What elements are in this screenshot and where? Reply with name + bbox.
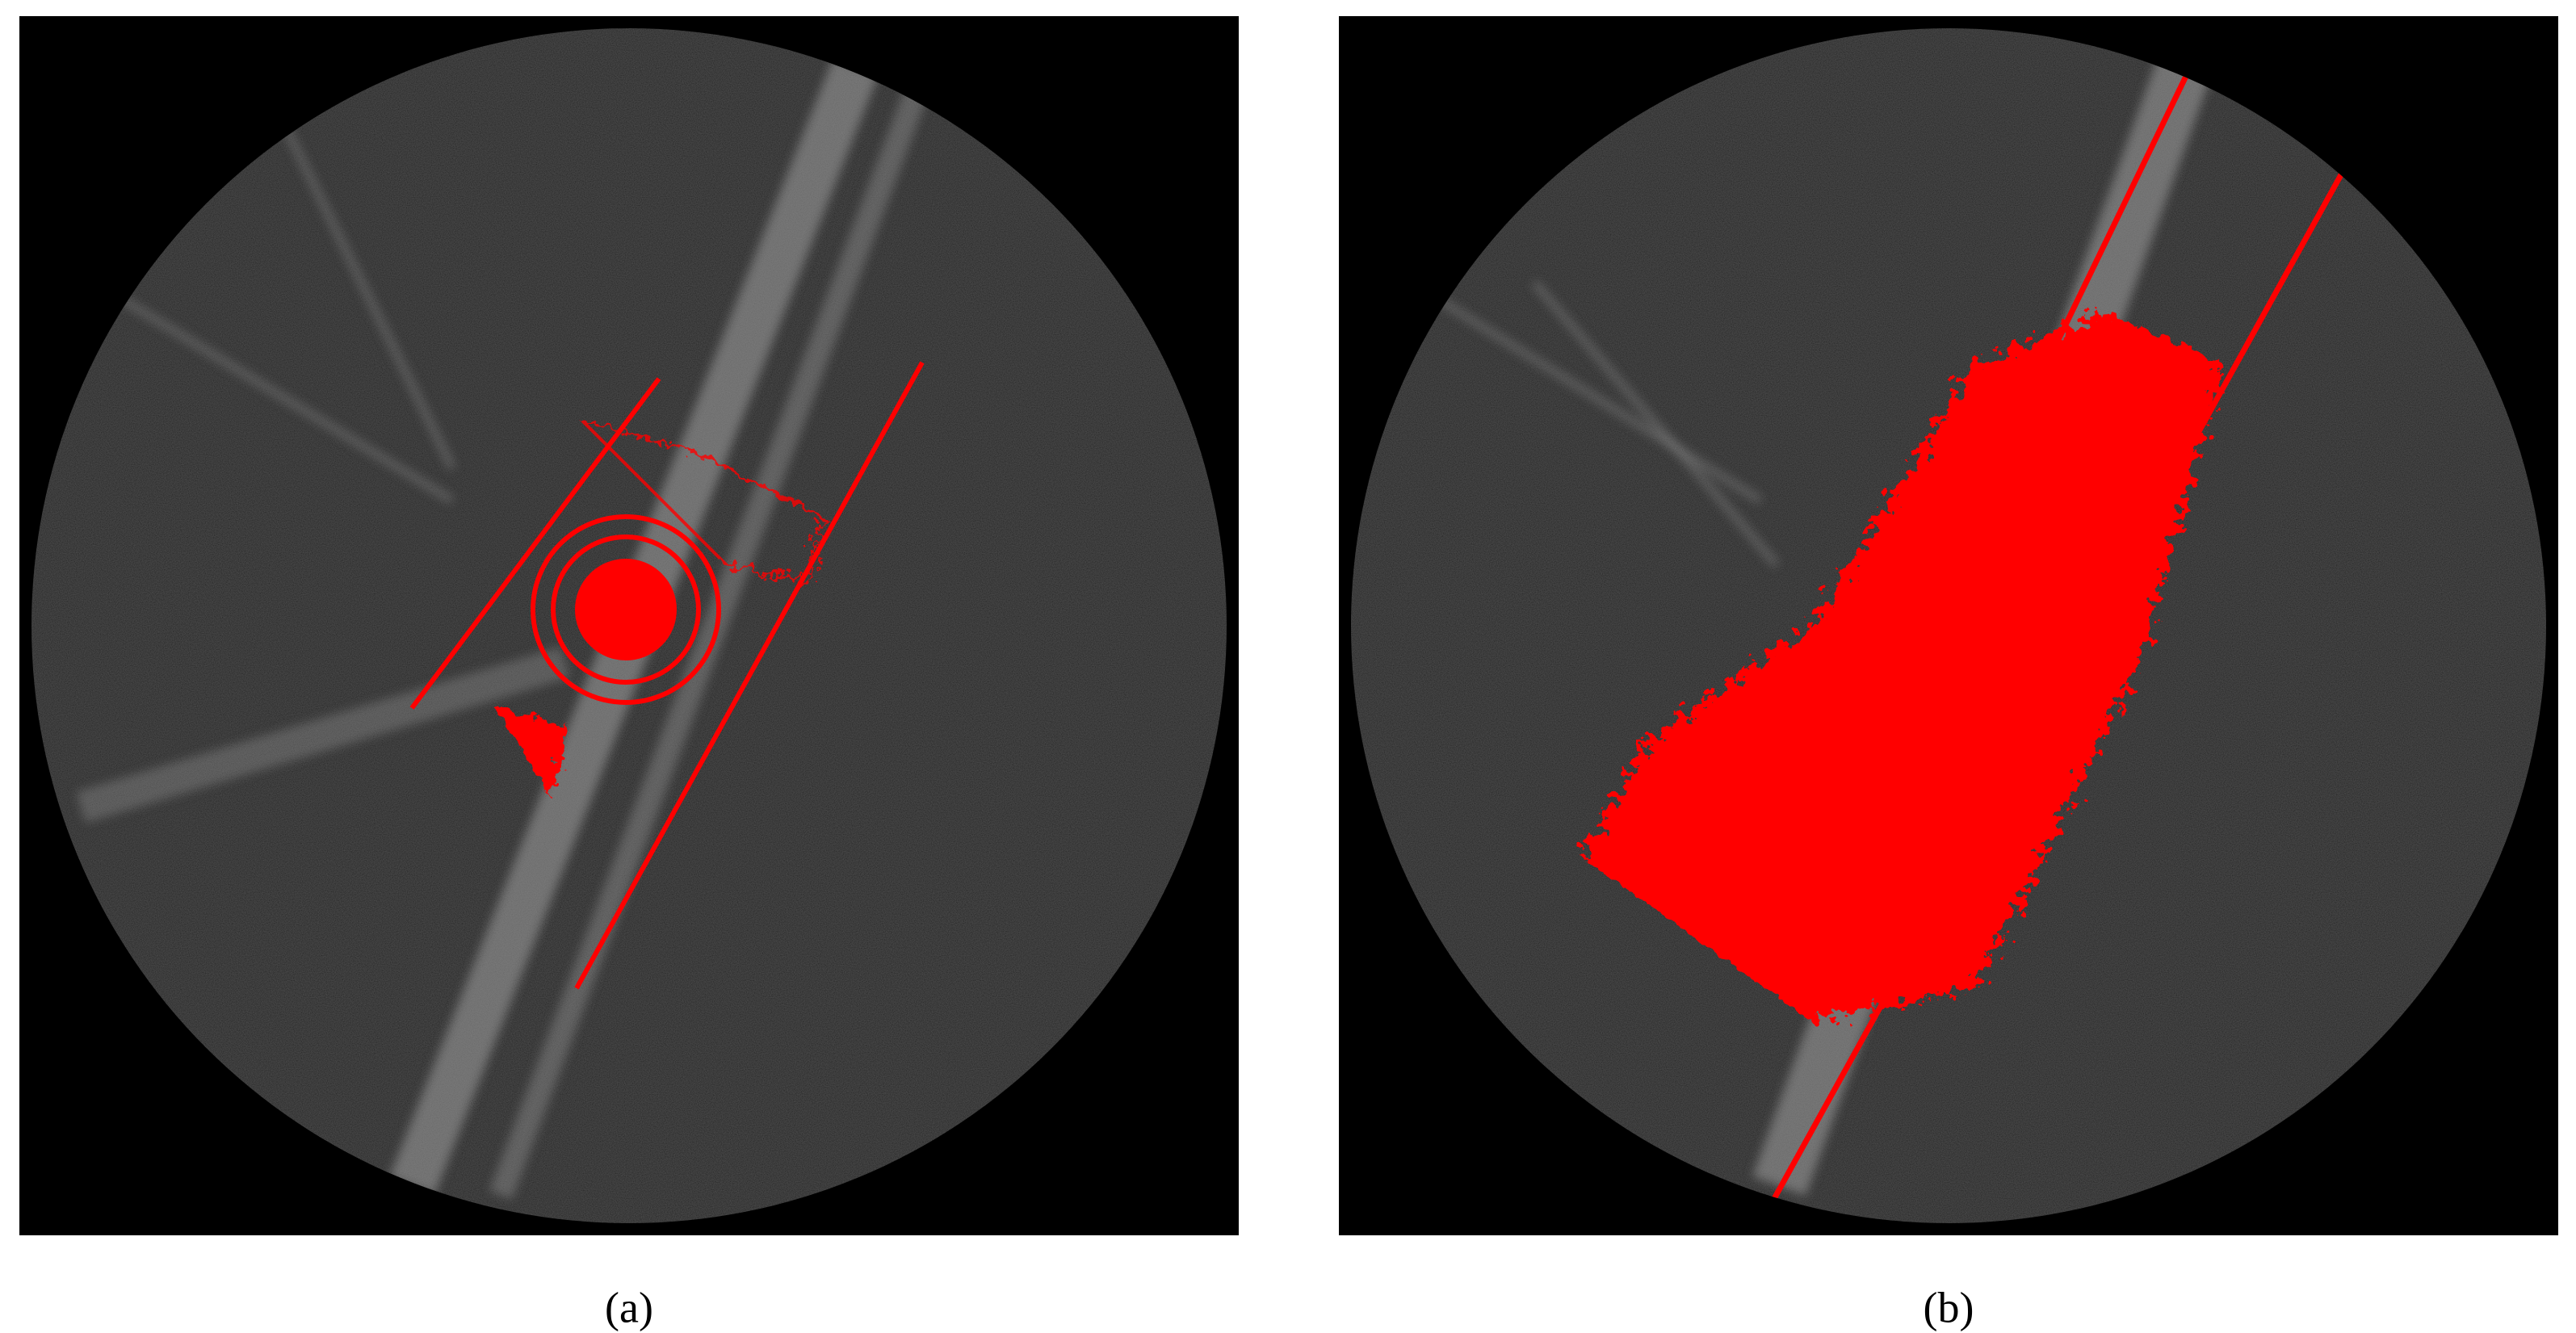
panel-a-image [19,16,1239,1235]
panel-caption: (b) [1924,1283,1974,1331]
detections [1581,65,2359,1221]
panel-b-image [1339,16,2558,1235]
panel-caption: (a) [605,1283,653,1331]
